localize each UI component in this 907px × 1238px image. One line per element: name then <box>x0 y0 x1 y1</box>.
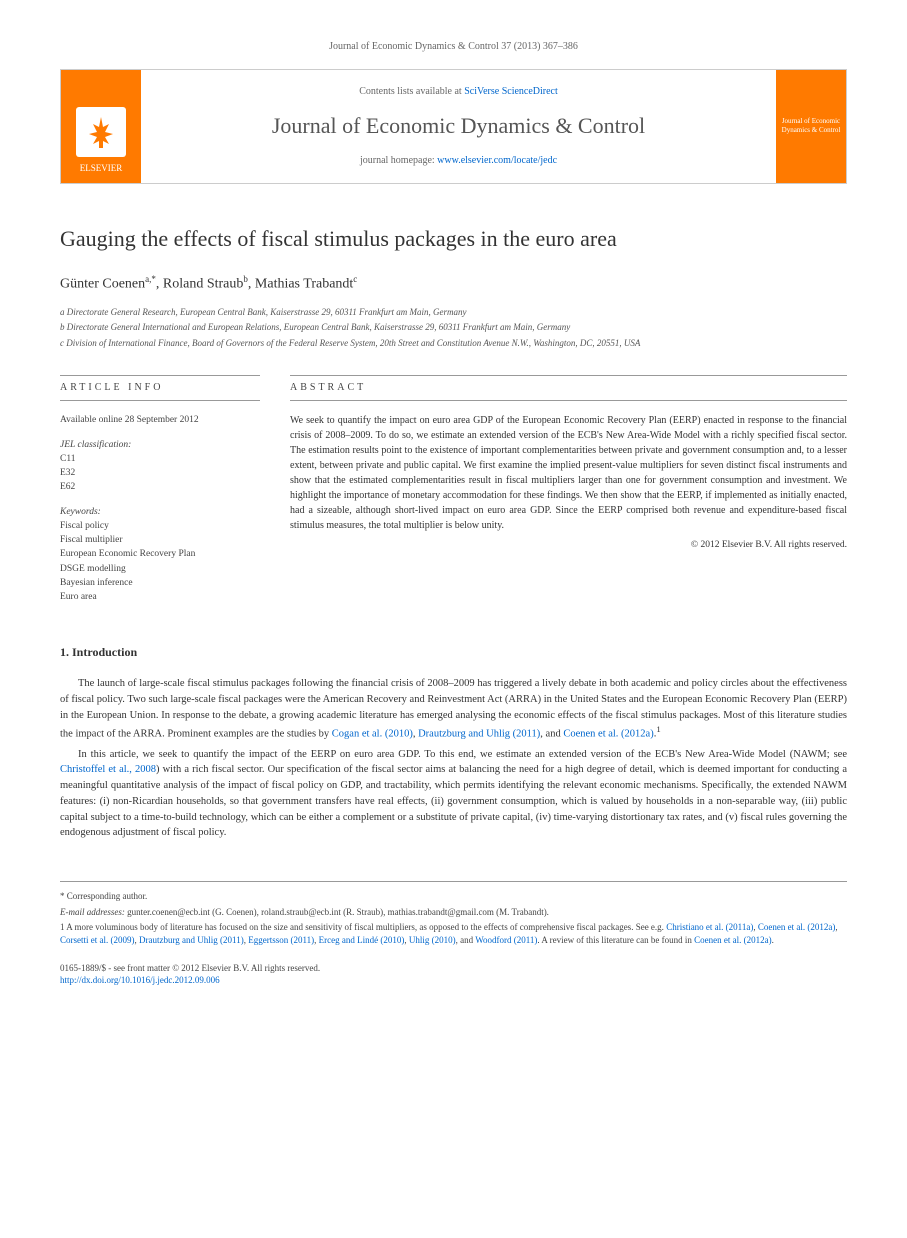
article-info-col: ARTICLE INFO Available online 28 Septemb… <box>60 375 260 614</box>
abstract-col: ABSTRACT We seek to quantify the impact … <box>290 375 847 614</box>
abstract-copyright: © 2012 Elsevier B.V. All rights reserved… <box>290 539 847 552</box>
front-matter-line: 0165-1889/$ - see front matter © 2012 El… <box>60 962 847 975</box>
footer-meta: 0165-1889/$ - see front matter © 2012 El… <box>60 962 847 987</box>
available-online: Available online 28 September 2012 <box>60 413 260 427</box>
keyword-1: Fiscal policy <box>60 521 109 531</box>
homepage-line: journal homepage: www.elsevier.com/locat… <box>360 154 557 168</box>
footnotes: * Corresponding author. E-mail addresses… <box>60 881 847 946</box>
affiliation-c: c Division of International Finance, Boa… <box>60 337 847 351</box>
fn1-c: , <box>835 922 837 932</box>
fn-christiano-link[interactable]: Christiano et al. (2011a) <box>666 922 753 932</box>
fn1-j: . <box>772 935 774 945</box>
author-2: , Roland Straub <box>156 276 244 291</box>
article-info-block: Available online 28 September 2012 JEL c… <box>60 413 260 604</box>
cover-text: Journal of Economic Dynamics & Control <box>781 117 841 137</box>
fn1-i: . A review of this literature can be fou… <box>537 935 694 945</box>
affiliation-a: a Directorate General Research, European… <box>60 306 847 320</box>
keyword-2: Fiscal multiplier <box>60 535 123 545</box>
author-3-sup: c <box>353 274 357 284</box>
keyword-3: European Economic Recovery Plan <box>60 549 195 559</box>
jel-e62: E62 <box>60 482 75 492</box>
fn-corsetti-link[interactable]: Corsetti et al. (2009) <box>60 935 134 945</box>
journal-cover-thumb: Journal of Economic Dynamics & Control <box>776 70 846 183</box>
journal-header: ELSEVIER Contents lists available at Sci… <box>60 69 847 184</box>
fn-uhlig-link[interactable]: Uhlig (2010) <box>409 935 456 945</box>
para2-text-a: In this article, we seek to quantify the… <box>78 749 847 760</box>
jel-e32: E32 <box>60 468 75 478</box>
article-title: Gauging the effects of fiscal stimulus p… <box>60 224 847 255</box>
info-abstract-row: ARTICLE INFO Available online 28 Septemb… <box>60 375 847 614</box>
fn-coenen-link[interactable]: Coenen et al. (2012a) <box>758 922 835 932</box>
author-3: , Mathias Trabandt <box>248 276 353 291</box>
para1-text-c: , and <box>540 729 563 740</box>
drautzburg-link[interactable]: Drautzburg and Uhlig (2011) <box>418 729 540 740</box>
intro-para-1: The launch of large-scale fiscal stimulu… <box>60 676 847 743</box>
homepage-prefix: journal homepage: <box>360 155 437 166</box>
elsevier-tree-icon <box>76 107 126 157</box>
fn-coenen2-link[interactable]: Coenen et al. (2012a) <box>694 935 771 945</box>
doi-link[interactable]: http://dx.doi.org/10.1016/j.jedc.2012.09… <box>60 975 220 985</box>
keyword-5: Bayesian inference <box>60 578 133 588</box>
author-1: Günter Coenen <box>60 276 145 291</box>
article-info-heading: ARTICLE INFO <box>60 375 260 401</box>
jel-c11: C11 <box>60 454 75 464</box>
publisher-name: ELSEVIER <box>80 162 123 175</box>
author-1-sup: a,* <box>145 274 156 284</box>
homepage-link[interactable]: www.elsevier.com/locate/jedc <box>437 155 557 166</box>
abstract-heading: ABSTRACT <box>290 375 847 401</box>
header-center: Contents lists available at SciVerse Sci… <box>141 70 776 183</box>
sciencedirect-link[interactable]: SciVerse ScienceDirect <box>464 86 558 97</box>
keywords-label: Keywords: <box>60 507 101 517</box>
fn-erceg-link[interactable]: Erceg and Lindé (2010) <box>319 935 405 945</box>
affiliation-b: b Directorate General International and … <box>60 321 847 335</box>
intro-para-2: In this article, we seek to quantify the… <box>60 747 847 842</box>
para2-text-b: ) with a rich fiscal sector. Our specifi… <box>60 764 847 838</box>
publisher-logo-block: ELSEVIER <box>61 70 141 183</box>
christoffel-link[interactable]: Christoffel et al., 2008 <box>60 764 156 775</box>
jel-label: JEL classification: <box>60 440 131 450</box>
section-1-heading: 1. Introduction <box>60 644 847 661</box>
affiliations: a Directorate General Research, European… <box>60 306 847 351</box>
fn-drautzburg-link[interactable]: Drautzburg and Uhlig (2011) <box>139 935 244 945</box>
contents-prefix: Contents lists available at <box>359 86 464 97</box>
journal-title: Journal of Economic Dynamics & Control <box>272 111 645 142</box>
journal-reference: Journal of Economic Dynamics & Control 3… <box>60 40 847 54</box>
footnote-1: 1 A more voluminous body of literature h… <box>60 921 847 946</box>
fn1-h: , and <box>456 935 476 945</box>
abstract-text: We seek to quantify the impact on euro a… <box>290 413 847 533</box>
keyword-4: DSGE modelling <box>60 564 126 574</box>
fn-woodford-link[interactable]: Woodford (2011) <box>475 935 537 945</box>
footnote-1-ref: 1 <box>656 724 660 734</box>
email-addresses: E-mail addresses: gunter.coenen@ecb.int … <box>60 906 847 919</box>
authors-line: Günter Coenena,*, Roland Straubb, Mathia… <box>60 273 847 294</box>
email-values: gunter.coenen@ecb.int (G. Coenen), rolan… <box>125 907 549 917</box>
contents-line: Contents lists available at SciVerse Sci… <box>359 85 558 99</box>
cogan-link[interactable]: Cogan et al. (2010) <box>332 729 413 740</box>
keyword-6: Euro area <box>60 592 97 602</box>
email-label: E-mail addresses: <box>60 907 125 917</box>
corresponding-author: * Corresponding author. <box>60 890 847 903</box>
coenen-link[interactable]: Coenen et al. (2012a) <box>563 729 653 740</box>
fn1-a: 1 A more voluminous body of literature h… <box>60 922 666 932</box>
fn-eggertsson-link[interactable]: Eggertsson (2011) <box>248 935 314 945</box>
